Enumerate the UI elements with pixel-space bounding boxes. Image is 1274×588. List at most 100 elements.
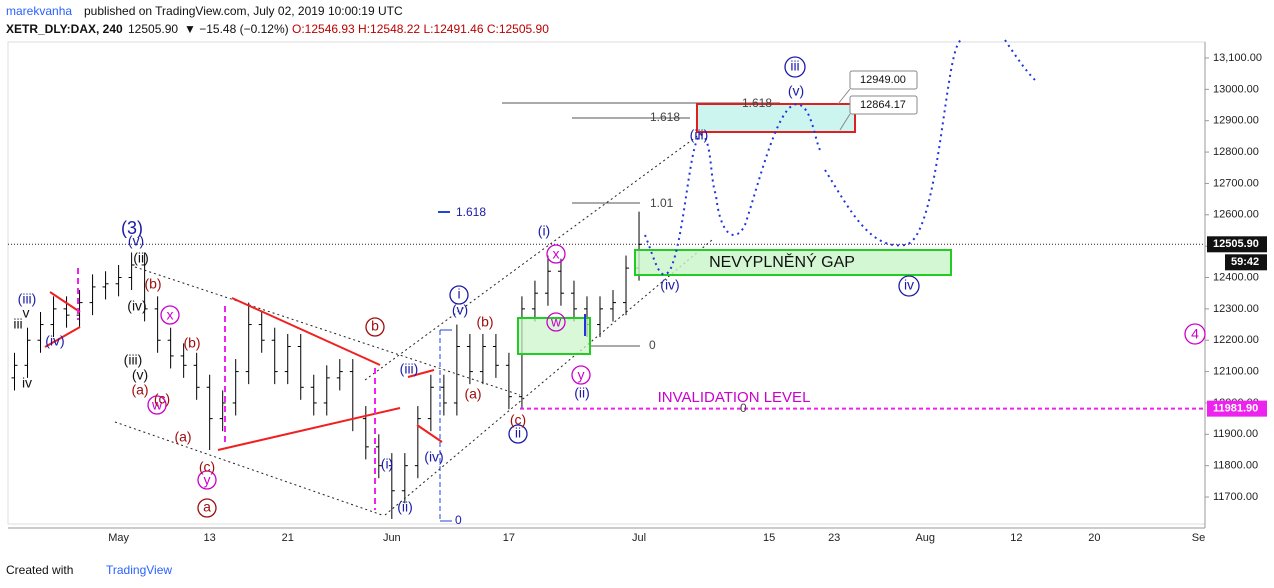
fib-label: 1.618 — [650, 110, 680, 124]
invalidation-price: 11981.90 — [1213, 403, 1258, 415]
callout — [849, 95, 918, 115]
ring — [898, 275, 920, 297]
y-tick-label: 13,100.00 — [1213, 52, 1262, 64]
ring — [365, 317, 385, 337]
x-tick-label: Se — [1192, 532, 1205, 544]
ring — [197, 498, 217, 518]
triangle-line — [44, 326, 81, 348]
wave-label: a — [203, 499, 211, 515]
plot-frame — [7, 41, 1206, 525]
ring — [784, 56, 806, 78]
wave-label: (iv) — [660, 277, 679, 293]
callout-pointer — [839, 113, 851, 131]
x-tick-label: 20 — [1088, 532, 1100, 544]
ring — [160, 305, 180, 325]
triangle-line — [49, 291, 81, 313]
ohlc: O:12546.93 H:12548.22 L:12491.46 C:12505… — [292, 22, 549, 36]
x-tick-label: 12 — [1010, 532, 1022, 544]
fib-label: 0 — [649, 338, 656, 352]
wave-label: (b) — [476, 314, 493, 330]
footer-brand[interactable]: TradingView — [106, 563, 172, 577]
wave-label: y — [578, 367, 585, 383]
fib-label: 1.618 — [456, 205, 486, 219]
countdown-box — [1225, 254, 1267, 271]
y-tick-label: 11700.00 — [1213, 491, 1258, 503]
invalidation-label: INVALIDATION LEVEL — [658, 389, 811, 406]
wave-label: iv — [904, 277, 914, 293]
wave-label: (iii) — [400, 361, 419, 377]
price: 12505.90 — [128, 22, 178, 36]
wave-label: (v) — [452, 302, 468, 318]
ring — [1184, 323, 1206, 345]
wave-label: (i) — [538, 223, 550, 239]
x-tick-label: Jul — [632, 532, 646, 544]
wave-label: (v) — [788, 83, 804, 99]
author[interactable]: marekvanha — [6, 4, 72, 18]
wave-label: (c) — [199, 459, 215, 475]
fib-label: 1.618 — [742, 96, 772, 110]
gap-label: NEVYPLNĚNÝ GAP — [709, 252, 855, 271]
last-price-label: 12505.90 — [1213, 238, 1259, 250]
triangle-line — [407, 369, 435, 378]
wave-label: iii — [13, 316, 22, 332]
rings — [147, 56, 1206, 518]
wave-label: (c) — [510, 412, 526, 428]
wave-label: (3) — [121, 218, 143, 238]
ring — [449, 285, 469, 305]
wave-label: x — [167, 307, 174, 323]
wave-label: x — [553, 246, 560, 262]
wave-label: (iii) — [690, 127, 709, 143]
wave-label: (a) — [174, 429, 191, 445]
y-tick-label: 11900.00 — [1213, 428, 1258, 440]
ring — [546, 312, 566, 332]
wave-label: i — [457, 286, 460, 302]
x-tick-label: 21 — [282, 532, 294, 544]
wave-label: iii — [790, 58, 799, 74]
wave-label: b — [371, 318, 379, 334]
trend-line — [364, 117, 723, 381]
y-tick-label: 12700.00 — [1213, 177, 1259, 189]
y-tick-label: 12300.00 — [1213, 303, 1259, 315]
y-tick-label: 13000.00 — [1213, 83, 1259, 95]
wave-label: (ii) — [574, 385, 590, 401]
fib-label: 0 — [740, 401, 747, 415]
published: published on TradingView.com, July 02, 2… — [84, 4, 403, 18]
fib-label: 0 — [455, 513, 462, 527]
x-tick-label: 17 — [503, 532, 515, 544]
zone-box — [517, 317, 591, 355]
x-tick-label: 13 — [204, 532, 216, 544]
target-label: 12864.17 — [860, 99, 906, 111]
y-tick-label: 12800.00 — [1213, 146, 1259, 158]
wave-label: (iii) — [124, 352, 143, 368]
wave-label: w — [151, 397, 163, 413]
wave-label: (v) — [128, 233, 144, 249]
wave-label: 4 — [1191, 326, 1199, 342]
triangle-line — [416, 424, 443, 443]
y-tick-label: 12200.00 — [1213, 334, 1259, 346]
wave-label: (i) — [381, 456, 393, 472]
ring — [508, 424, 528, 444]
invalidation-box — [1207, 400, 1267, 417]
wave-label: (ii) — [397, 499, 413, 515]
wave-label: (iv) — [127, 298, 146, 314]
footer-text: Created with — [6, 563, 73, 577]
x-tick-label: Aug — [915, 532, 935, 544]
drawings — [44, 39, 1206, 522]
x-tick-label: May — [108, 532, 129, 544]
triangle-line — [217, 407, 401, 451]
x-tick-label: 15 — [763, 532, 775, 544]
change: ▼ −15.48 (−0.12%) — [184, 22, 289, 36]
y-tick-label: 12400.00 — [1213, 271, 1259, 283]
callout-pointer — [837, 88, 851, 105]
y-tick-label: 11800.00 — [1213, 460, 1258, 472]
gap-box — [634, 249, 952, 276]
target-box — [696, 103, 856, 133]
wave-label: (ii) — [133, 250, 149, 266]
callout — [849, 70, 918, 90]
ring — [147, 395, 167, 415]
wave-label: (c) — [154, 391, 170, 407]
triangle-line — [231, 297, 381, 366]
ring — [197, 470, 217, 490]
